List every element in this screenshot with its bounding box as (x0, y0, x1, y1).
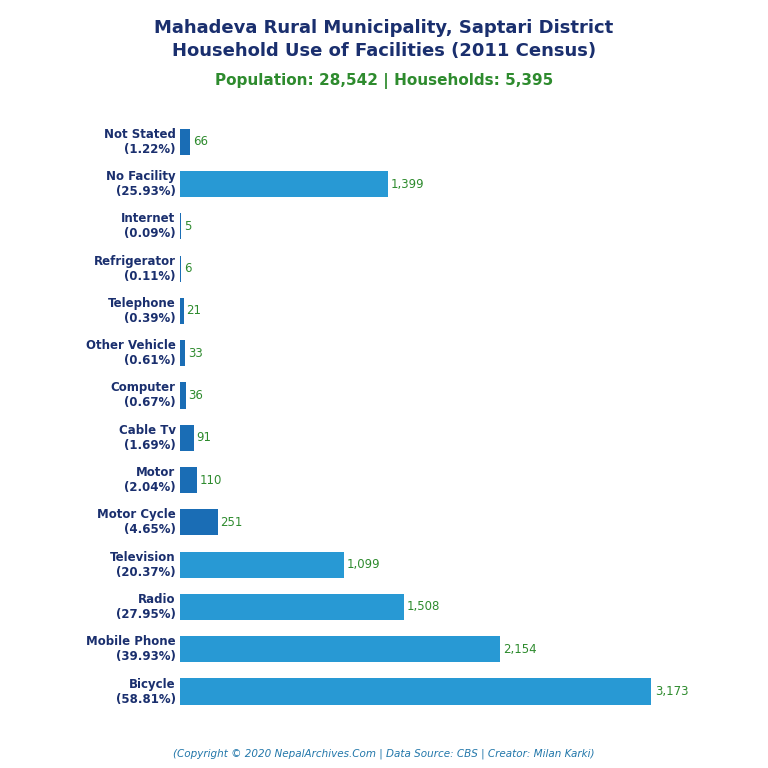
Bar (180, 171, 388, 197)
Text: 1,399: 1,399 (391, 177, 424, 190)
Bar (180, 551, 343, 578)
Bar (180, 636, 500, 662)
Text: (Copyright © 2020 NepalArchives.Com | Data Source: CBS | Creator: Milan Karki): (Copyright © 2020 NepalArchives.Com | Da… (174, 748, 594, 759)
Text: 91: 91 (197, 432, 212, 444)
Bar (180, 509, 217, 535)
Text: 3,173: 3,173 (655, 685, 688, 698)
Text: 66: 66 (193, 135, 208, 148)
Bar (180, 256, 181, 282)
Bar (180, 340, 185, 366)
Text: 110: 110 (200, 474, 222, 487)
Text: Mahadeva Rural Municipality, Saptari District: Mahadeva Rural Municipality, Saptari Dis… (154, 19, 614, 37)
Bar (180, 425, 194, 451)
Text: 251: 251 (220, 516, 243, 529)
Bar (180, 467, 197, 493)
Text: 1,099: 1,099 (346, 558, 380, 571)
Text: Population: 28,542 | Households: 5,395: Population: 28,542 | Households: 5,395 (215, 73, 553, 89)
Text: 36: 36 (188, 389, 204, 402)
Text: 1,508: 1,508 (407, 601, 440, 614)
Text: 33: 33 (188, 346, 203, 359)
Text: 6: 6 (184, 262, 191, 275)
Text: Household Use of Facilities (2011 Census): Household Use of Facilities (2011 Census… (172, 42, 596, 60)
Bar (180, 382, 186, 409)
Bar (180, 594, 404, 620)
Bar (180, 678, 651, 704)
Text: 5: 5 (184, 220, 191, 233)
Text: 2,154: 2,154 (503, 643, 536, 656)
Bar (180, 128, 190, 155)
Bar (180, 298, 184, 324)
Text: 21: 21 (187, 304, 201, 317)
